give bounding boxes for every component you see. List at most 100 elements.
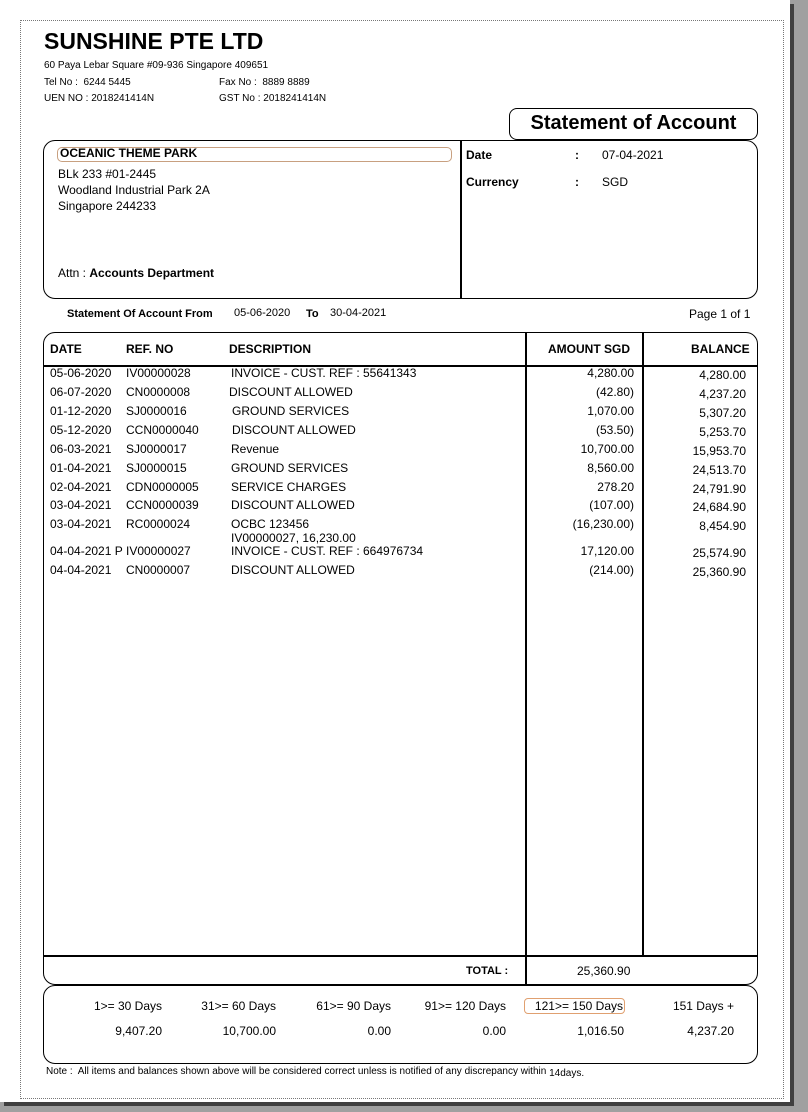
document-title: Statement of Account xyxy=(530,112,737,134)
customer-address-line2: Woodland Industrial Park 2A xyxy=(58,183,210,197)
row-date: 01-12-2020 xyxy=(50,404,112,418)
company-name: SUNSHINE PTE LTD xyxy=(44,28,264,54)
note-text: All items and balances shown above will … xyxy=(77,1066,547,1077)
row-date: 02-04-2021 xyxy=(50,480,112,494)
row-amount: (16,230.00) xyxy=(572,517,634,531)
header-balance: BALANCE xyxy=(691,342,750,356)
currency-label: Currency xyxy=(466,175,519,189)
row-amount: 4,280.00 xyxy=(587,366,634,380)
row-date: 03-04-2021 xyxy=(50,517,112,531)
row-balance: 4,237.20 xyxy=(699,387,746,401)
aging-bucket-value: 0.00 xyxy=(367,1024,391,1038)
row-balance: 24,684.90 xyxy=(692,500,746,514)
row-balance: 5,307.20 xyxy=(699,406,746,420)
aging-bucket-value: 0.00 xyxy=(482,1024,506,1038)
aging-bucket-value: 9,407.20 xyxy=(115,1024,162,1038)
row-description: INVOICE - CUST. REF : 664976734 xyxy=(231,544,424,558)
row-amount: (42.80) xyxy=(595,385,634,399)
aging-bucket-label: 31>= 60 Days xyxy=(201,999,276,1013)
row-ref: CCN0000039 xyxy=(126,498,199,512)
title-box xyxy=(509,108,758,140)
fax-label: Fax No : xyxy=(219,77,257,88)
row-balance: 8,454.90 xyxy=(699,519,746,533)
row-amount: 278.20 xyxy=(597,480,634,494)
row-description: INVOICE - CUST. REF : 55641343 xyxy=(231,366,417,380)
row-date: 03-04-2021 xyxy=(50,498,112,512)
aging-bucket-label: 121>= 150 Days xyxy=(523,998,625,1014)
row-ref: IV00000027 xyxy=(126,544,191,558)
row-description: DISCOUNT ALLOWED xyxy=(232,423,356,437)
period-from-label: Statement Of Account From xyxy=(67,308,213,320)
row-description: DISCOUNT ALLOWED xyxy=(229,385,353,399)
company-uen: UEN NO : 2018241414N xyxy=(44,93,154,104)
row-amount: (214.00) xyxy=(589,563,634,577)
total-value: 25,360.90 xyxy=(577,964,631,978)
company-address: 60 Paya Lebar Square #09-936 Singapore 4… xyxy=(44,60,269,71)
row-amount: (107.00) xyxy=(589,498,634,512)
row-date: 06-03-2021 xyxy=(50,442,112,456)
transactions-table xyxy=(43,332,758,985)
uen-value: 2018241414N xyxy=(91,93,155,104)
row-ref: SJ0000017 xyxy=(126,442,187,456)
customer-address-line3: Singapore 244233 xyxy=(58,199,157,213)
aging-bucket-label: 1>= 30 Days xyxy=(93,999,162,1013)
aging-bucket-value: 1,016.50 xyxy=(577,1024,624,1038)
row-description: GROUND SERVICES xyxy=(232,404,350,418)
header-date: DATE xyxy=(50,342,82,356)
row-balance: 25,574.90 xyxy=(692,546,746,560)
row-ref: CCN0000040 xyxy=(126,423,199,437)
row-description: GROUND SERVICES xyxy=(231,461,349,475)
row-balance: 24,791.90 xyxy=(692,482,746,496)
tel-value: 6244 5445 xyxy=(83,77,131,88)
row-balance: 25,360.90 xyxy=(692,565,746,579)
note-label: Note : xyxy=(46,1066,73,1077)
divider xyxy=(460,140,462,298)
date-value: 07-04-2021 xyxy=(602,148,664,162)
gst-label: GST No : xyxy=(219,93,261,104)
row-description: DISCOUNT ALLOWED xyxy=(231,498,355,512)
row-balance: 4,280.00 xyxy=(699,368,746,382)
column-divider xyxy=(525,333,527,984)
row-date: 04-04-2021 P xyxy=(50,544,123,558)
row-balance: 5,253.70 xyxy=(699,425,746,439)
total-label: TOTAL : xyxy=(466,965,509,977)
column-divider xyxy=(642,333,644,955)
row-description: SERVICE CHARGES xyxy=(231,480,347,494)
row-amount: 8,560.00 xyxy=(587,461,634,475)
uen-label: UEN NO : xyxy=(44,93,89,104)
customer-name: OCEANIC THEME PARK xyxy=(60,146,198,160)
aging-bucket-value: 10,700.00 xyxy=(222,1024,276,1038)
customer-info-box xyxy=(43,140,758,299)
row-date: 05-12-2020 xyxy=(50,423,112,437)
note: Note : All items and balances shown abov… xyxy=(46,1066,584,1079)
row-ref: IV00000028 xyxy=(126,366,191,380)
period-from: 05-06-2020 xyxy=(234,307,291,319)
aging-bucket-label: 91>= 120 Days xyxy=(424,999,506,1013)
aging-box xyxy=(43,985,758,1064)
period-to-label: To xyxy=(306,308,319,320)
currency-value: SGD xyxy=(602,175,629,189)
company-tel: Tel No : 6244 5445 xyxy=(44,77,131,88)
fax-value: 8889 8889 xyxy=(262,77,310,88)
customer-address-line1: BLk 233 #01-2445 xyxy=(58,167,157,181)
row-amount: 17,120.00 xyxy=(580,544,634,558)
row-amount: 10,700.00 xyxy=(580,442,634,456)
attn-value: Accounts Department xyxy=(89,266,215,280)
row-ref: CN0000007 xyxy=(126,563,191,577)
statement-page: SUNSHINE PTE LTD 60 Paya Lebar Square #0… xyxy=(0,0,790,1102)
currency-colon: : xyxy=(575,175,579,189)
row-amount: (53.50) xyxy=(595,423,634,437)
period-to: 30-04-2021 xyxy=(330,307,387,319)
row-ref: CDN0000005 xyxy=(126,480,199,494)
row-balance: 24,513.70 xyxy=(692,463,746,477)
aging-bucket-label: 151 Days + xyxy=(672,999,734,1013)
page-number: Page 1 of 1 xyxy=(689,307,751,321)
aging-bucket-value: 4,237.20 xyxy=(687,1024,734,1038)
row-balance: 15,953.70 xyxy=(692,444,746,458)
attention: Attn : Accounts Department xyxy=(58,266,214,280)
page-margin-border xyxy=(20,20,784,1099)
row-date: 01-04-2021 xyxy=(50,461,112,475)
row-ref: CN0000008 xyxy=(126,385,191,399)
row-amount: 1,070.00 xyxy=(587,404,634,418)
